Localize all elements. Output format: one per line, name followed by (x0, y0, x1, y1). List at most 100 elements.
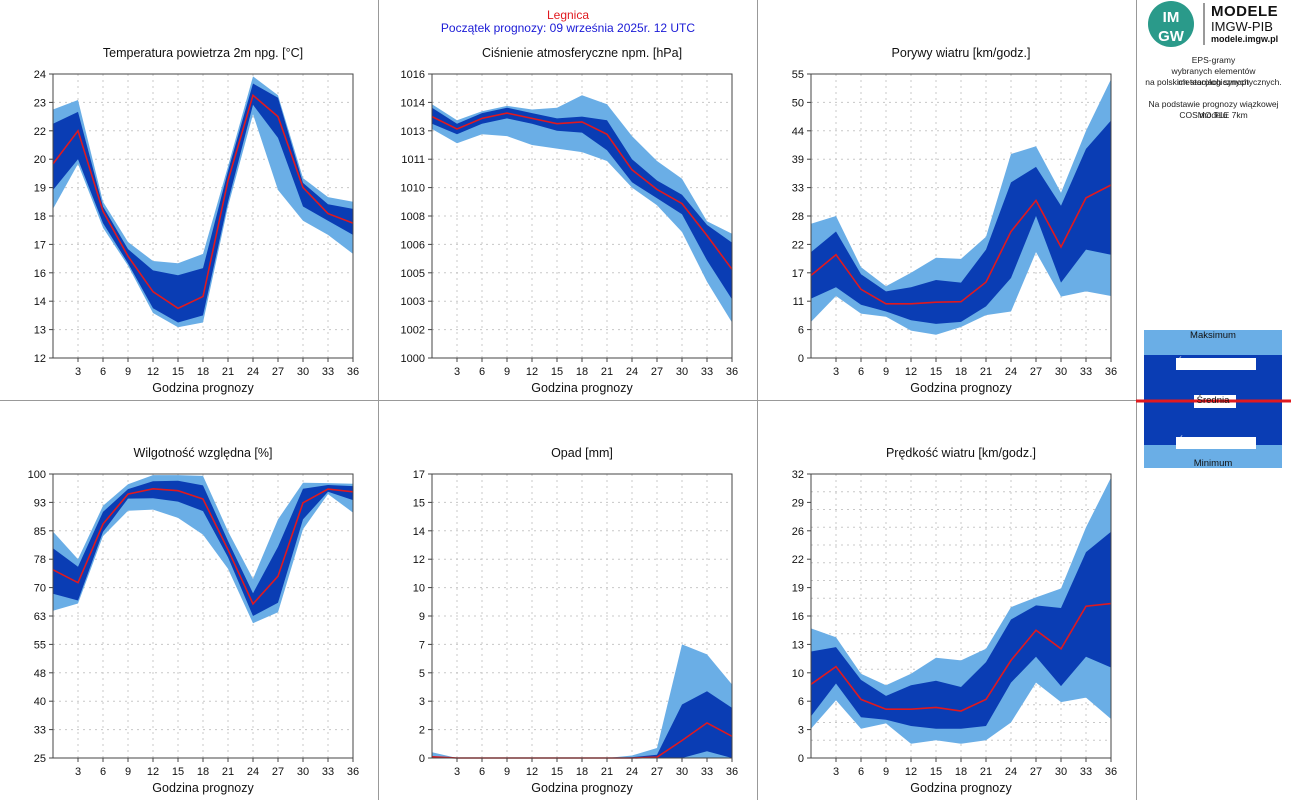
x-axis-label: Godzina prognozy (531, 781, 633, 795)
x-tick-label: 24 (1005, 366, 1017, 378)
x-tick-label: 33 (1080, 366, 1092, 378)
legend-max-label: Maksimum (1190, 330, 1236, 341)
x-tick-label: 12 (905, 766, 917, 778)
y-tick-label: 12 (413, 554, 425, 566)
description-line: na polskich stacjach synoptycznych. (1145, 77, 1282, 87)
mean-line (810, 184, 1112, 305)
x-tick-label: 24 (247, 766, 259, 778)
logo-title: MODELE (1211, 3, 1279, 20)
y-tick-label: 18 (34, 211, 46, 223)
x-tick-label: 3 (75, 766, 81, 778)
logo-url: modele.imgw.pl (1211, 34, 1279, 44)
x-tick-label: 33 (701, 766, 713, 778)
x-tick-label: 3 (454, 766, 460, 778)
x-tick-label: 12 (526, 766, 538, 778)
y-tick-label: 63 (34, 611, 46, 623)
description-line: EPS-gramy (1191, 55, 1236, 65)
y-tick-label: 15 (413, 497, 425, 509)
x-tick-label: 30 (676, 366, 688, 378)
x-tick-label: 21 (222, 766, 234, 778)
chart-title: Wilgotność względna [%] (134, 446, 273, 460)
x-tick-label: 18 (197, 366, 209, 378)
y-tick-label: 12 (34, 353, 46, 365)
y-tick-label: 29 (792, 497, 804, 509)
y-tick-label: 93 (34, 497, 46, 509)
y-tick-label: 1006 (401, 239, 425, 251)
x-tick-label: 9 (883, 366, 889, 378)
x-tick-label: 9 (883, 766, 889, 778)
y-tick-label: 6 (798, 696, 804, 708)
band-mean-spread (811, 120, 1111, 324)
legend-mean-plus-label: Średnia + rozrzut (1176, 357, 1250, 368)
x-tick-label: 6 (858, 366, 864, 378)
y-tick-label: 1016 (401, 69, 425, 81)
y-tick-label: 55 (792, 69, 804, 81)
y-tick-label: 55 (34, 639, 46, 651)
y-tick-label: 14 (413, 526, 425, 538)
x-tick-label: 30 (676, 766, 688, 778)
x-tick-label: 15 (551, 366, 563, 378)
x-axis-label: Godzina prognozy (152, 381, 254, 395)
y-tick-label: 2 (419, 725, 425, 737)
y-tick-label: 1000 (401, 353, 425, 365)
legend-mean-label: Średnia (1196, 395, 1230, 406)
y-tick-label: 50 (792, 97, 804, 109)
band-mean-spread (53, 83, 353, 323)
y-tick-label: 33 (34, 725, 46, 737)
x-tick-label: 6 (479, 766, 485, 778)
band-min-max (432, 95, 732, 323)
x-tick-label: 27 (1030, 766, 1042, 778)
y-tick-label: 23 (34, 97, 46, 109)
description-line: Na podstawie prognozy wiązkowej modelu (1148, 99, 1279, 120)
chart-title: Prędkość wiatru [km/godz.] (886, 446, 1036, 460)
chart-pressure: 1000 1002 1003 1005 1006 1008 1010 1011 1013 1014… (401, 46, 739, 395)
y-tick-label: 10 (792, 668, 804, 680)
x-tick-label: 12 (147, 366, 159, 378)
y-tick-label: 7 (419, 639, 425, 651)
y-tick-label: 0 (798, 353, 804, 365)
y-tick-label: 20 (34, 154, 46, 166)
y-tick-label: 13 (792, 639, 804, 651)
y-tick-label: 1003 (401, 296, 425, 308)
band-min-max (811, 477, 1111, 744)
x-tick-label: 15 (172, 366, 184, 378)
x-tick-label: 30 (297, 766, 309, 778)
y-tick-label: 19 (34, 183, 46, 195)
y-tick-label: 100 (28, 469, 46, 481)
x-tick-label: 18 (197, 766, 209, 778)
y-tick-label: 40 (34, 696, 46, 708)
chart-title: Temperatura powietrza 2m npg. [°C] (103, 46, 303, 60)
x-tick-label: 3 (454, 366, 460, 378)
x-tick-label: 15 (172, 766, 184, 778)
legend-label-bg (1176, 437, 1256, 449)
legend-mean-minus-label: Średnia - rozrzut (1177, 436, 1249, 447)
x-axis-label: Godzina prognozy (910, 381, 1012, 395)
y-tick-label: 78 (34, 554, 46, 566)
x-tick-label: 18 (955, 766, 967, 778)
x-tick-label: 15 (551, 766, 563, 778)
x-tick-label: 36 (347, 766, 359, 778)
x-tick-label: 24 (247, 366, 259, 378)
x-axis-label: Godzina prognozy (152, 781, 254, 795)
y-tick-label: 1002 (401, 325, 425, 337)
x-tick-label: 24 (626, 766, 638, 778)
y-tick-label: 14 (34, 296, 46, 308)
x-tick-label: 21 (601, 766, 613, 778)
mean-line (52, 487, 354, 606)
x-tick-label: 36 (1105, 766, 1117, 778)
x-tick-label: 15 (930, 766, 942, 778)
x-tick-label: 21 (222, 366, 234, 378)
legend-min-label: Minimum (1193, 458, 1233, 469)
y-tick-label: 10 (413, 583, 425, 595)
y-tick-label: 39 (792, 154, 804, 166)
x-tick-label: 36 (726, 366, 738, 378)
x-axis-label: Godzina prognozy (531, 381, 633, 395)
x-tick-label: 36 (347, 366, 359, 378)
forecast-start: Początek prognozy: 09 września 2025r. 12… (440, 21, 696, 35)
y-tick-label: 28 (792, 211, 804, 223)
x-tick-label: 6 (100, 366, 106, 378)
y-tick-label: 1013 (401, 126, 425, 138)
